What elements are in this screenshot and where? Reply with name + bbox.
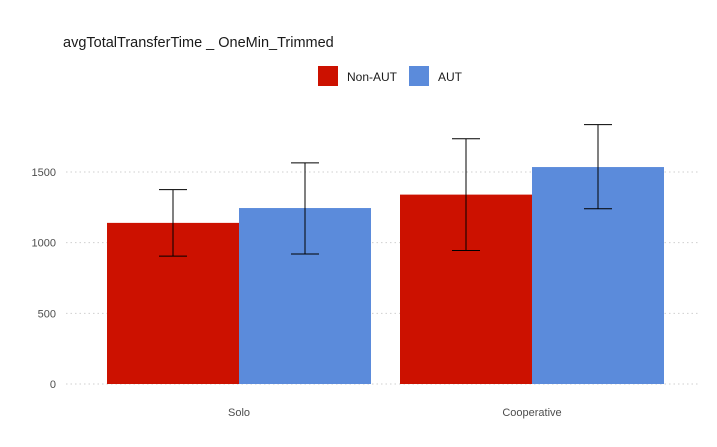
- x-tick-label: Solo: [228, 407, 250, 419]
- error-bars: [159, 124, 612, 257]
- y-axis: 0 500 1000 1500: [32, 167, 56, 391]
- legend: Non-AUT AUT: [318, 66, 463, 86]
- y-tick-label: 1500: [32, 167, 56, 179]
- legend-label: Non-AUT: [347, 70, 398, 84]
- x-axis: Solo Cooperative: [228, 407, 562, 419]
- bars: [107, 167, 664, 384]
- legend-key-aut: [409, 66, 429, 86]
- legend-label: AUT: [438, 70, 463, 84]
- y-tick-label: 500: [38, 308, 56, 320]
- y-tick-label: 1000: [32, 238, 56, 250]
- legend-key-non-aut: [318, 66, 338, 86]
- x-tick-label: Cooperative: [502, 407, 561, 419]
- y-tick-label: 0: [50, 379, 56, 391]
- chart-title: avgTotalTransferTime _ OneMin_Trimmed: [63, 35, 334, 51]
